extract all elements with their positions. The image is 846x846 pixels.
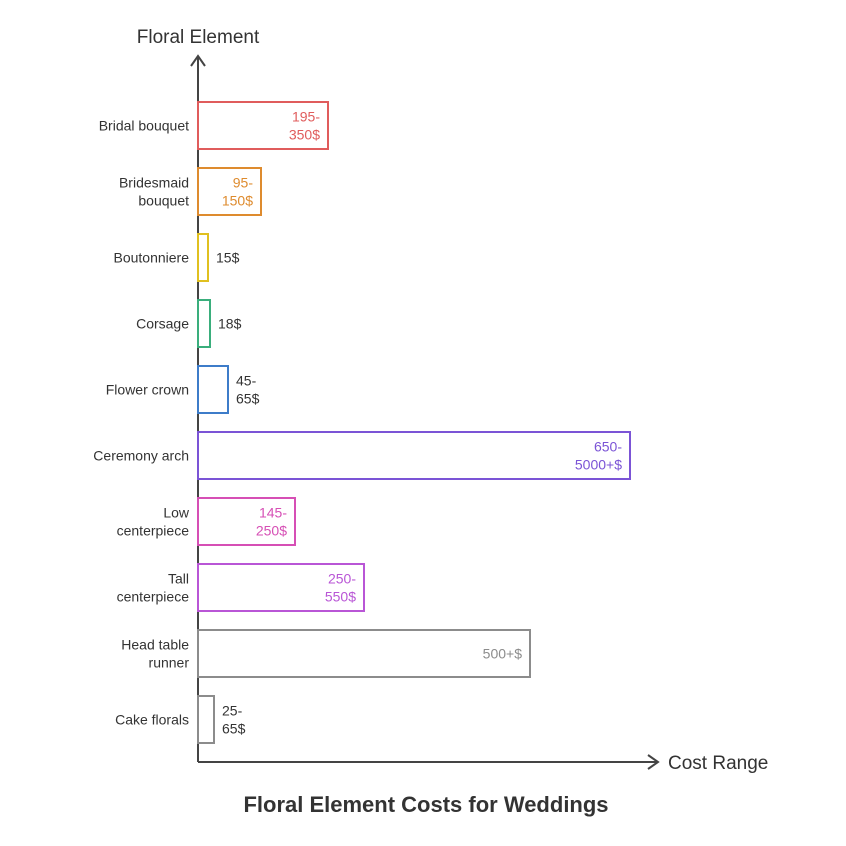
bar-corsage: [197, 299, 211, 348]
y-axis-title: Floral Element: [137, 27, 260, 48]
category-label: Ceremony arch: [93, 448, 189, 464]
bar-ceremony-arch: [197, 431, 631, 480]
value-label: 45-65$: [236, 373, 260, 407]
chart-title: Floral Element Costs for Weddings: [243, 792, 608, 817]
bar-bridal-bouquet: [197, 101, 329, 150]
value-label: 15$: [216, 250, 240, 266]
bar-low-centerpiece: [197, 497, 296, 546]
category-label: Flower crown: [106, 382, 189, 398]
category-label: Head table runner: [121, 637, 189, 671]
value-label: 95-150$: [222, 175, 253, 209]
category-label: Tall centerpiece: [117, 571, 190, 605]
value-label: 650-5000+$: [575, 439, 622, 473]
category-label: Bridesmaid bouquet: [119, 175, 189, 209]
x-axis-arrow-icon: [647, 754, 660, 770]
bar-flower-crown: [197, 365, 229, 414]
bar-head-table-runner: [197, 629, 531, 678]
y-axis-arrow-icon: [190, 54, 206, 67]
bars-group: Bridal bouquet 195-350$ Bridesmaid bouquet 9…: [93, 101, 631, 744]
category-label: Bridal bouquet: [99, 118, 189, 134]
value-label: 18$: [218, 316, 242, 332]
category-label: Low centerpiece: [117, 505, 190, 539]
category-label: Boutonniere: [113, 250, 189, 266]
value-label: 500+$: [483, 646, 523, 662]
x-axis-title: Cost Range: [668, 753, 768, 774]
bar-tall-centerpiece: [197, 563, 365, 612]
value-label: 195-350$: [289, 109, 320, 143]
value-label: 25-65$: [222, 703, 246, 737]
value-label: 145-250$: [256, 505, 287, 539]
category-label: Corsage: [136, 316, 189, 332]
category-label: Cake florals: [115, 712, 189, 728]
bar-cake-florals: [197, 695, 215, 744]
bar-bridesmaid-bouquet: [197, 167, 262, 216]
bar-boutonniere: [197, 233, 209, 282]
value-label: 250-550$: [325, 571, 356, 605]
